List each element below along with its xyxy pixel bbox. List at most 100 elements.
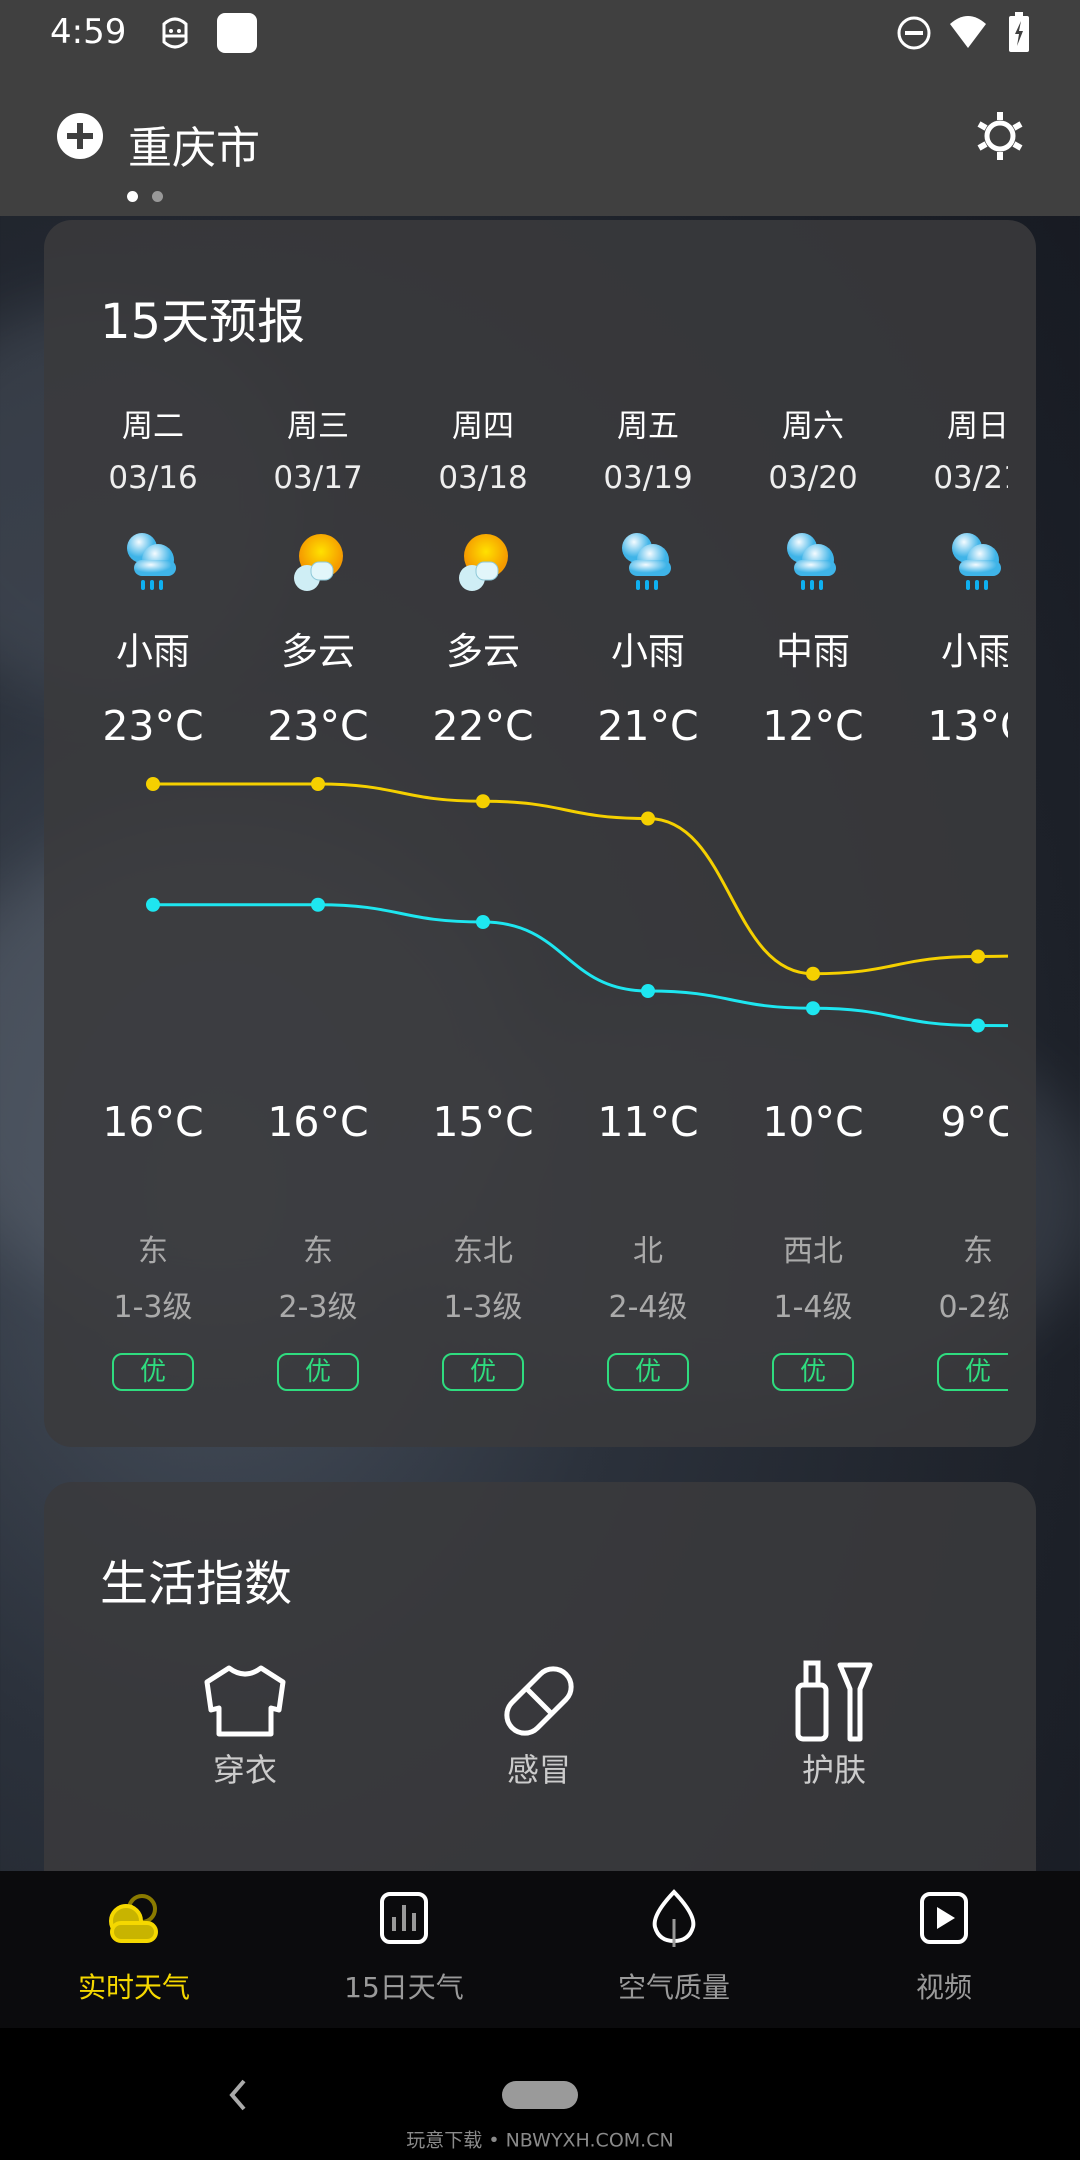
day-aqi-badge: 优 xyxy=(277,1353,359,1391)
low-temp-point xyxy=(476,915,490,929)
high-temp-line xyxy=(152,782,1008,976)
day-wind-level: 2-4级 xyxy=(608,1290,688,1325)
settings-button[interactable] xyxy=(974,110,1026,162)
day-aqi-badge: 优 xyxy=(772,1353,854,1391)
nav-label[interactable]: 实时天气 xyxy=(77,1971,191,2004)
battery-charging-icon xyxy=(1009,12,1029,52)
page-indicator-dot-active xyxy=(127,191,138,202)
low-temp-point xyxy=(146,897,160,912)
header-bar: 4:59 重庆市 xyxy=(0,0,1080,216)
high-temp-point xyxy=(806,966,820,981)
day-wind-direction: 东北 xyxy=(453,1234,513,1269)
temperature-chart xyxy=(146,777,1008,1033)
moderate-rain-icon xyxy=(780,530,846,600)
light-rain-icon xyxy=(945,530,1008,600)
day-date: 03/16 xyxy=(108,460,198,496)
nav-realtime-weather[interactable] xyxy=(106,1891,162,1949)
day-wind-direction: 东 xyxy=(963,1234,993,1269)
day-aqi-badge: 优 xyxy=(607,1353,689,1391)
day-weekday: 周日 xyxy=(947,408,1008,445)
day-condition: 多云 xyxy=(281,630,355,673)
nav-label[interactable]: 空气质量 xyxy=(617,1971,731,2004)
day-wind-level: 2-3级 xyxy=(278,1290,358,1325)
bottom-nav: 实时天气 15日天气 空气质量 视频 xyxy=(0,1871,1080,2028)
day-low-temp: 15°C xyxy=(432,1098,534,1146)
nav-label[interactable]: 15日天气 xyxy=(344,1971,464,2004)
leaf-icon xyxy=(652,1889,696,1947)
light-rain-icon xyxy=(120,530,186,600)
home-button[interactable] xyxy=(502,2081,578,2109)
notification-square-icon xyxy=(217,13,257,53)
life-item-cold[interactable] xyxy=(497,1659,581,1747)
light-rain-icon xyxy=(615,530,681,600)
day-high-temp: 23°C xyxy=(267,702,369,750)
forecast-card: 15天预报 xyxy=(44,220,1036,1447)
life-item-skincare[interactable] xyxy=(792,1659,876,1747)
nav-label[interactable]: 视频 xyxy=(915,1971,973,2004)
low-temp-point xyxy=(311,897,325,912)
day-high-temp: 13°C xyxy=(927,702,1008,750)
day-condition: 小雨 xyxy=(611,630,685,673)
day-low-temp: 16°C xyxy=(267,1098,369,1146)
day-condition: 小雨 xyxy=(941,630,1008,673)
partly-cloudy-icon xyxy=(450,530,516,600)
day-high-temp: 23°C xyxy=(102,702,204,750)
high-temp-point xyxy=(641,811,655,826)
day-low-temp: 11°C xyxy=(597,1098,699,1146)
day-aqi-badge: 优 xyxy=(937,1353,1008,1391)
day-low-temp: 16°C xyxy=(102,1098,204,1146)
day-aqi-badge: 优 xyxy=(112,1353,194,1391)
day-date: 03/21 xyxy=(933,460,1008,496)
forecast-scroll[interactable]: 周二 03/16 小雨 23°C 16°C 东 1-3级 优 周三 03/17 … xyxy=(44,380,1008,1440)
add-city-button[interactable] xyxy=(56,112,104,160)
wifi-icon xyxy=(950,16,986,48)
day-wind-direction: 西北 xyxy=(783,1234,843,1269)
page-indicator-dot xyxy=(152,191,163,202)
day-wind-direction: 北 xyxy=(633,1234,663,1269)
city-name[interactable]: 重庆市 xyxy=(128,123,260,174)
nav-15day-weather[interactable] xyxy=(379,1891,429,1949)
day-condition: 多云 xyxy=(446,630,520,673)
nav-air-quality[interactable] xyxy=(649,1889,699,1951)
shirt-icon xyxy=(204,1665,286,1737)
back-button[interactable] xyxy=(226,2078,250,2112)
day-high-temp: 21°C xyxy=(597,702,699,750)
high-temp-point xyxy=(146,777,160,791)
life-index-card: 生活指数 穿衣 感冒 护肤 xyxy=(44,1482,1036,1942)
watermark: 玩意下载 • NBWYXH.COM.CN xyxy=(406,2129,674,2152)
day-wind-direction: 东 xyxy=(303,1234,333,1269)
day-date: 03/18 xyxy=(438,460,528,496)
day-aqi-badge: 优 xyxy=(442,1353,524,1391)
life-item-label: 穿衣 xyxy=(212,1751,278,1789)
high-temp-point xyxy=(476,794,490,809)
day-date: 03/20 xyxy=(768,460,858,496)
low-temp-line xyxy=(153,903,1008,1028)
system-nav-bar: 玩意下载 • NBWYXH.COM.CN xyxy=(0,2028,1080,2160)
status-time: 4:59 xyxy=(50,12,127,52)
day-high-temp: 12°C xyxy=(762,702,864,750)
day-date: 03/17 xyxy=(273,460,363,496)
high-temp-point xyxy=(971,949,985,964)
bar-chart-icon xyxy=(380,1892,428,1944)
low-temp-point xyxy=(641,984,655,998)
status-bar: 4:59 xyxy=(0,0,1080,66)
android-debug-icon xyxy=(162,17,188,49)
day-high-temp: 22°C xyxy=(432,702,534,750)
life-item-clothing[interactable] xyxy=(203,1664,287,1742)
day-weekday: 周五 xyxy=(617,408,679,445)
day-condition: 小雨 xyxy=(116,630,190,673)
life-item-label: 护肤 xyxy=(801,1751,867,1789)
pill-icon xyxy=(504,1666,574,1736)
day-low-temp: 9°C xyxy=(940,1098,1008,1146)
life-item-label: 感冒 xyxy=(506,1751,572,1789)
day-weekday: 周四 xyxy=(452,408,514,445)
day-weekday: 周二 xyxy=(122,408,184,445)
day-wind-level: 1-3级 xyxy=(113,1290,193,1325)
nav-video[interactable] xyxy=(919,1891,969,1949)
skincare-icon xyxy=(795,1660,873,1742)
day-weekday: 周六 xyxy=(782,408,844,445)
forecast-title: 15天预报 xyxy=(100,294,306,350)
partly-cloudy-icon xyxy=(285,530,351,600)
do-not-disturb-icon xyxy=(897,16,931,50)
high-temp-point xyxy=(311,777,325,791)
